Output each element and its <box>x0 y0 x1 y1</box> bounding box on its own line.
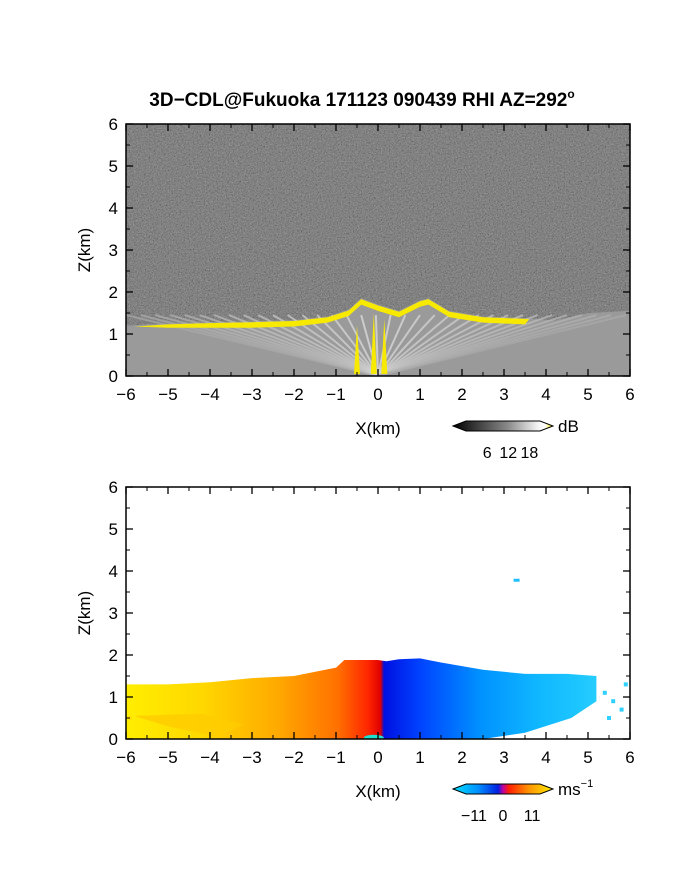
reflectivity-xtick-label: −1 <box>326 385 345 404</box>
reflectivity-xtick-label: −6 <box>116 385 135 404</box>
reflectivity-ray <box>377 314 465 376</box>
reflectivity-yellow-spike <box>354 325 360 374</box>
reflectivity-ytick-label: 6 <box>109 115 118 134</box>
reflectivity-ray <box>374 315 379 376</box>
velocity-ylabel: Z(km) <box>75 591 94 635</box>
velocity-colorbar: ms−1 −11 0 11 <box>451 778 593 825</box>
velocity-xtick-label: −6 <box>116 748 135 767</box>
velocity-xlabel: X(km) <box>355 782 400 801</box>
velocity-xtick-label: −2 <box>284 748 303 767</box>
velocity-ytick-label: 1 <box>109 688 118 707</box>
reflectivity-xtick-label: 3 <box>499 385 508 404</box>
velocity-xtick-label: 5 <box>583 748 592 767</box>
reflectivity-xtick-label: 4 <box>541 385 550 404</box>
reflectivity-xtick-label: −2 <box>284 385 303 404</box>
reflectivity-xtick-label: 1 <box>415 385 424 404</box>
reflectivity-ray <box>377 314 627 376</box>
reflectivity-ray <box>316 314 379 376</box>
reflectivity-ytick-label: 1 <box>109 325 118 344</box>
velocity-ytick-label: 2 <box>109 646 118 665</box>
reflectivity-high-echo-band <box>134 299 530 328</box>
reflectivity-ray <box>331 314 379 376</box>
reflectivity-ray <box>377 314 451 376</box>
velocity-xtick-label: −1 <box>326 748 345 767</box>
reflectivity-xtick-label: 2 <box>457 385 466 404</box>
velocity-colorbar-tick-label: 11 <box>524 808 541 825</box>
reflectivity-colorbar-unit: dB <box>558 417 579 436</box>
reflectivity-xtick-label: 5 <box>583 385 592 404</box>
velocity-xtick-label: −3 <box>242 748 261 767</box>
reflectivity-ytick-label: 3 <box>109 241 118 260</box>
reflectivity-yellow-spike <box>381 319 388 374</box>
velocity-ytick-label: 6 <box>109 478 118 497</box>
reflectivity-ray <box>377 314 436 376</box>
reflectivity-ytick-label: 0 <box>109 367 118 386</box>
reflectivity-ytick-label: 5 <box>109 157 118 176</box>
velocity-xtick-label: 2 <box>457 748 466 767</box>
velocity-lower-left-echo <box>134 713 244 737</box>
velocity-echo-body <box>126 658 597 739</box>
reflectivity-yellow-spike <box>370 313 377 374</box>
velocity-xtick-label: 6 <box>625 748 634 767</box>
reflectivity-xlabel: X(km) <box>355 419 400 438</box>
reflectivity-colorbar-tick-label: 12 <box>499 445 517 462</box>
reflectivity-ray <box>301 314 379 376</box>
reflectivity-ytick-label: 4 <box>109 199 118 218</box>
velocity-ytick-label: 5 <box>109 520 118 539</box>
velocity-ytick-label: 4 <box>109 562 118 581</box>
velocity-xtick-label: −4 <box>200 748 219 767</box>
velocity-speckle <box>128 716 133 720</box>
reflectivity-ytick-label: 2 <box>109 283 118 302</box>
reflectivity-colorbar: dB 6 12 18 <box>451 417 579 462</box>
reflectivity-ray <box>377 314 494 376</box>
velocity-colorbar-tick-label: 0 <box>499 808 508 825</box>
velocity-speckle <box>607 716 611 720</box>
reflectivity-xtick-label: −3 <box>242 385 261 404</box>
velocity-xtick-label: 0 <box>373 748 382 767</box>
velocity-xtick-label: 3 <box>499 748 508 767</box>
velocity-speckle <box>619 707 624 712</box>
reflectivity-colorbar-tick-label: 6 <box>483 445 492 462</box>
velocity-colorbar-unit: ms−1 <box>558 778 593 799</box>
velocity-ytick-label: 3 <box>109 604 118 623</box>
velocity-xtick-label: −5 <box>158 748 177 767</box>
reflectivity-xtick-label: −4 <box>200 385 219 404</box>
velocity-speckle <box>611 699 616 704</box>
velocity-panel: −6 −5 −4 −3 −2 −1 0 1 2 3 4 5 6 0 1 2 3 4 5 6 X(km) Z(km) m… <box>75 478 635 825</box>
figure-title: 3D−CDL@Fukuoka 171123 090439 RHI AZ=292o <box>149 87 574 111</box>
reflectivity-ylabel: Z(km) <box>75 228 94 272</box>
velocity-xtick-label: 1 <box>415 748 424 767</box>
velocity-colorbar-tick-label: −11 <box>461 808 487 825</box>
velocity-speckle <box>623 682 628 687</box>
reflectivity-xtick-label: 6 <box>625 385 634 404</box>
velocity-xtick-label: 4 <box>541 748 550 767</box>
velocity-speckle <box>602 690 607 695</box>
reflectivity-xtick-label: −5 <box>158 385 177 404</box>
velocity-origin-echo <box>363 734 384 739</box>
reflectivity-colorbar-tick-label: 18 <box>521 445 539 462</box>
velocity-speckle <box>513 578 520 582</box>
velocity-ytick-label: 0 <box>109 730 118 749</box>
reflectivity-ray <box>377 314 480 376</box>
reflectivity-xtick-label: 0 <box>373 385 382 404</box>
